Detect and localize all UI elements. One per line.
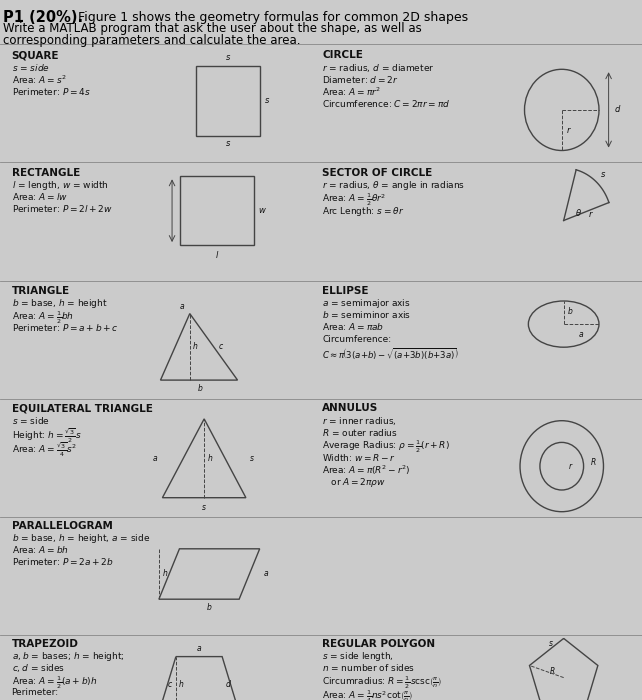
Text: h: h <box>193 342 198 351</box>
Text: l: l <box>216 251 218 260</box>
Text: Height: $h = \frac{\sqrt{3}}{2}s$: Height: $h = \frac{\sqrt{3}}{2}s$ <box>12 426 81 445</box>
Text: $r$ = radius, $d$ = diameter: $r$ = radius, $d$ = diameter <box>322 62 435 74</box>
Bar <box>180 176 254 245</box>
Text: ELLIPSE: ELLIPSE <box>322 286 369 295</box>
Text: Area: $A = \pi r^2$: Area: $A = \pi r^2$ <box>322 85 381 98</box>
Text: a: a <box>153 454 157 463</box>
Text: Width: $w = R - r$: Width: $w = R - r$ <box>322 452 396 463</box>
Text: $s$ = side: $s$ = side <box>12 62 49 73</box>
Text: $b$ = semiminor axis: $b$ = semiminor axis <box>322 309 412 320</box>
Text: s: s <box>250 454 254 463</box>
Text: $r$ = radius, $\theta$ = angle in radians: $r$ = radius, $\theta$ = angle in radian… <box>322 179 465 193</box>
Text: Area: $A = bh$: Area: $A = bh$ <box>12 544 68 555</box>
Text: $\theta$: $\theta$ <box>575 206 582 218</box>
Text: Area: $A = \frac{1}{4}ns^2\cot\!\left(\frac{\pi}{n}\right)$: Area: $A = \frac{1}{4}ns^2\cot\!\left(\f… <box>322 688 413 700</box>
Text: Area: $A = lw$: Area: $A = lw$ <box>12 191 67 202</box>
Text: Circumference: $C = 2\pi r = \pi d$: Circumference: $C = 2\pi r = \pi d$ <box>322 97 451 108</box>
Text: CIRCLE: CIRCLE <box>322 50 363 60</box>
Text: REGULAR POLYGON: REGULAR POLYGON <box>322 639 435 649</box>
Text: s: s <box>600 169 605 178</box>
Text: $s$ = side length,: $s$ = side length, <box>322 650 394 664</box>
Text: s: s <box>548 639 553 648</box>
Text: h: h <box>163 570 168 578</box>
Text: s: s <box>226 53 230 62</box>
Text: $c, d$ = sides: $c, d$ = sides <box>12 662 65 674</box>
Text: Arc Length: $s = \theta r$: Arc Length: $s = \theta r$ <box>322 204 404 218</box>
Text: PARALLELOGRAM: PARALLELOGRAM <box>12 521 112 531</box>
Text: $l$ = length, $w$ = width: $l$ = length, $w$ = width <box>12 179 108 193</box>
Text: SECTOR OF CIRCLE: SECTOR OF CIRCLE <box>322 168 433 178</box>
Text: ANNULUS: ANNULUS <box>322 403 379 413</box>
Text: $r$ = inner radius,: $r$ = inner radius, <box>322 414 397 426</box>
Text: or $A = 2\pi\rho w$: or $A = 2\pi\rho w$ <box>322 476 386 489</box>
Text: TRAPEZOID: TRAPEZOID <box>12 639 78 649</box>
Text: w: w <box>259 206 266 215</box>
Text: $C \approx \pi\!\left(3(a{+}b) - \sqrt{(a{+}3b)(b{+}3a)}\right)$: $C \approx \pi\!\left(3(a{+}b) - \sqrt{(… <box>322 347 460 363</box>
Text: s: s <box>265 97 270 105</box>
Text: Figure 1 shows the geometry formulas for common 2D shapes: Figure 1 shows the geometry formulas for… <box>74 10 468 24</box>
Text: s: s <box>226 139 230 148</box>
Text: b: b <box>207 603 212 612</box>
Text: d: d <box>226 680 231 689</box>
Text: Area: $A = \frac{\sqrt{3}}{4}s^2$: Area: $A = \frac{\sqrt{3}}{4}s^2$ <box>12 441 77 459</box>
Text: $n$ = number of sides: $n$ = number of sides <box>322 662 415 673</box>
Text: R: R <box>550 667 555 676</box>
Text: a: a <box>196 644 202 653</box>
Text: Perimeter: $P = 4s$: Perimeter: $P = 4s$ <box>12 85 91 97</box>
Text: Circumference:: Circumference: <box>322 335 392 344</box>
Text: Perimeter: $P = a + b + c$: Perimeter: $P = a + b + c$ <box>12 321 118 332</box>
Text: Area: $A = \pi(R^2 - r^2)$: Area: $A = \pi(R^2 - r^2)$ <box>322 463 411 477</box>
Text: R: R <box>591 458 596 467</box>
Text: $a, b$ = bases; $h$ = height;: $a, b$ = bases; $h$ = height; <box>12 650 124 664</box>
Text: Write a MATLAB program that ask the user about the shape, as well as: Write a MATLAB program that ask the user… <box>3 22 422 36</box>
Text: Average Radius: $\rho = \frac{1}{2}(r + R)$: Average Radius: $\rho = \frac{1}{2}(r + … <box>322 438 450 455</box>
Text: TRIANGLE: TRIANGLE <box>12 286 70 295</box>
Text: c: c <box>168 680 172 689</box>
Text: s: s <box>202 503 206 512</box>
Text: r: r <box>588 210 592 219</box>
Text: $b$ = base, $h$ = height: $b$ = base, $h$ = height <box>12 297 107 310</box>
Text: corresponding parameters and calculate the area.: corresponding parameters and calculate t… <box>3 34 300 48</box>
Text: $R$ = outer radius: $R$ = outer radius <box>322 426 398 438</box>
Text: a: a <box>180 302 185 311</box>
Text: EQUILATERAL TRIANGLE: EQUILATERAL TRIANGLE <box>12 403 152 413</box>
Text: Area: $A = \frac{1}{2}(a + b)h$: Area: $A = \frac{1}{2}(a + b)h$ <box>12 674 97 691</box>
Text: h: h <box>208 454 213 463</box>
Text: Diameter: $d = 2r$: Diameter: $d = 2r$ <box>322 74 399 85</box>
Text: P1 (20%).: P1 (20%). <box>3 10 83 25</box>
Text: Area: $A = \frac{1}{2}\theta r^2$: Area: $A = \frac{1}{2}\theta r^2$ <box>322 191 386 208</box>
Text: r: r <box>569 462 572 470</box>
Text: a: a <box>579 330 584 339</box>
Text: b: b <box>198 384 203 393</box>
Text: h: h <box>179 680 184 689</box>
Text: RECTANGLE: RECTANGLE <box>12 168 80 178</box>
Text: Perimeter:: Perimeter: <box>12 687 58 696</box>
Text: Area: $A = \pi ab$: Area: $A = \pi ab$ <box>322 321 385 332</box>
Text: Circumradius: $R = \frac{1}{2}s\csc\!\left(\frac{\pi}{n}\right)$: Circumradius: $R = \frac{1}{2}s\csc\!\le… <box>322 674 442 691</box>
Text: d: d <box>615 106 620 114</box>
Text: Perimeter: $P = 2l + 2w$: Perimeter: $P = 2l + 2w$ <box>12 203 112 214</box>
Text: c: c <box>219 342 223 351</box>
Text: Area: $A = s^2$: Area: $A = s^2$ <box>12 74 66 86</box>
Text: $b$ = base, $h$ = height, $a$ = side: $b$ = base, $h$ = height, $a$ = side <box>12 532 150 545</box>
Text: b: b <box>568 307 573 316</box>
Text: a: a <box>263 570 268 578</box>
Text: $a$ = semimajor axis: $a$ = semimajor axis <box>322 297 411 310</box>
Bar <box>196 66 260 136</box>
Text: Area: $A = \frac{1}{2}bh$: Area: $A = \frac{1}{2}bh$ <box>12 309 73 326</box>
Text: Perimeter: $P = 2a + 2b$: Perimeter: $P = 2a + 2b$ <box>12 556 114 567</box>
Text: r: r <box>567 126 570 134</box>
Text: SQUARE: SQUARE <box>12 50 59 60</box>
Text: $s$ = side: $s$ = side <box>12 414 49 426</box>
